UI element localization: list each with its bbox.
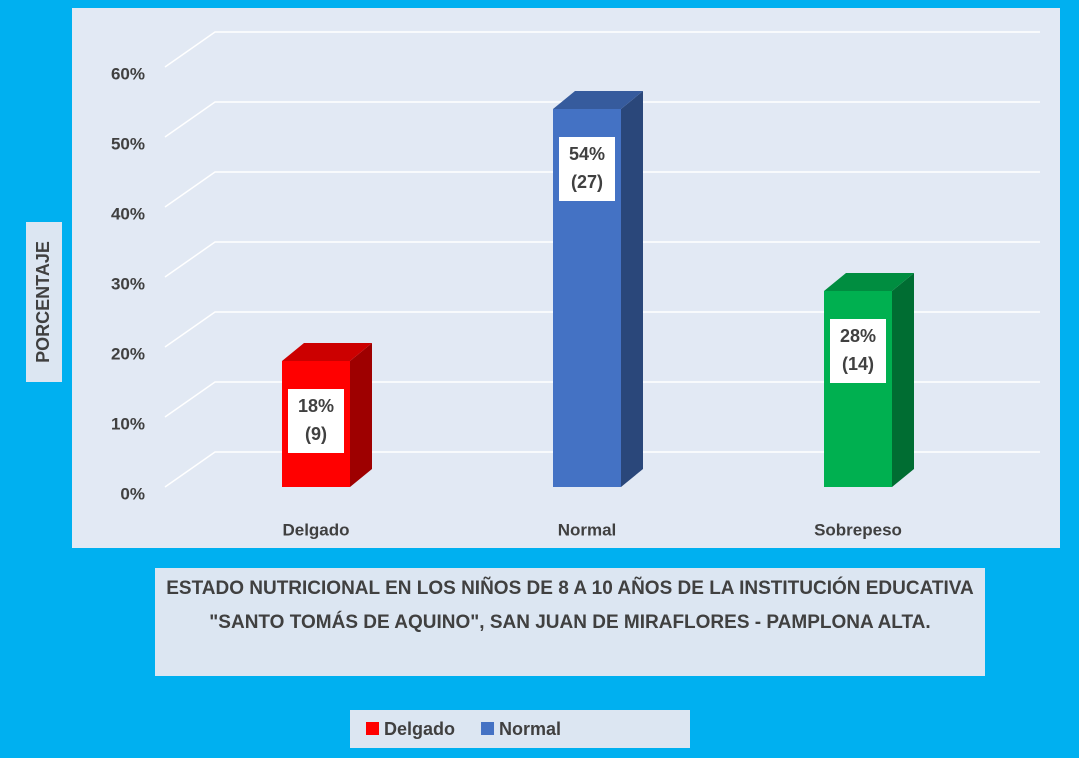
bar-side [892,273,914,487]
grid-line [164,241,1040,278]
value-label: 18% [298,396,334,416]
y-axis-label: PORCENTAJE [33,241,53,363]
x-tick-label: Normal [558,520,617,539]
grid-line [164,311,1040,348]
y-tick-label: 0% [120,484,145,503]
grid-line [164,101,1040,138]
grid-line [164,31,1040,68]
legend-swatch [481,722,495,735]
count-label: (27) [571,172,603,192]
value-label-box [830,319,886,383]
x-tick-label: Delgado [282,520,349,539]
count-label: (14) [842,354,874,374]
bar-side [621,91,643,487]
count-label: (9) [305,424,327,444]
y-tick-label: 20% [111,344,145,363]
legend-label: Normal [499,719,561,739]
legend-label: Delgado [384,719,455,739]
value-label-box [288,389,344,453]
bar-side [350,343,372,487]
y-tick-label: 50% [111,134,145,153]
y-tick-label: 10% [111,414,145,433]
y-label-box [26,222,62,382]
value-label-box [559,137,615,201]
x-tick-label: Sobrepeso [814,520,902,539]
chart-title: ESTADO NUTRICIONAL EN LOS NIÑOS DE 8 A 1… [155,568,985,676]
grid-line [164,381,1040,418]
value-label: 54% [569,144,605,164]
bar-top [282,343,372,361]
bar-top [553,91,643,109]
grid-line [164,171,1040,208]
y-tick-label: 40% [111,204,145,223]
y-tick-label: 60% [111,64,145,83]
bar-top [824,273,914,291]
legend-swatch [366,722,379,735]
y-tick-label: 30% [111,274,145,293]
value-label: 28% [840,326,876,346]
grid-line [164,451,1040,488]
legend-box [350,710,690,748]
